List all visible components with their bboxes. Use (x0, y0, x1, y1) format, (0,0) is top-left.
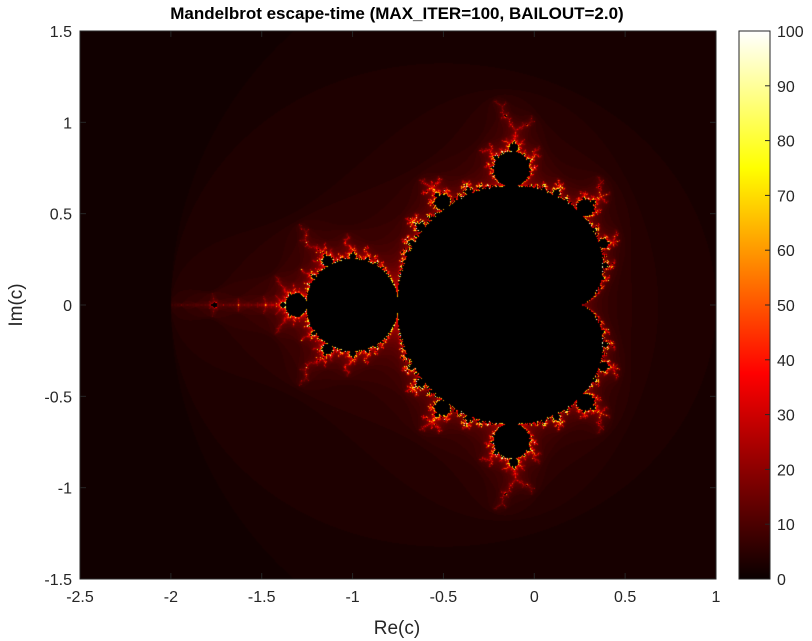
colorbar-tick-label: 70 (777, 188, 795, 205)
colorbar-tick-label: 100 (777, 24, 804, 41)
y-tick-label: 1.5 (50, 24, 72, 41)
x-tick-label: 1 (712, 589, 721, 606)
x-tick-label: -0.5 (430, 589, 458, 606)
colorbar-tick-label: 20 (777, 462, 795, 479)
y-axis: -1.5 -1 -0.5 0 0.5 1 1.5 (44, 24, 716, 589)
colorbar-tick-label: 30 (777, 408, 795, 425)
colorbar-tick-label: 80 (777, 134, 795, 151)
colorbar-tick-label: 10 (777, 517, 795, 534)
x-tick-label: 0 (530, 589, 539, 606)
fractal-heatmap-image (80, 31, 716, 579)
colorbar-tick-label: 90 (777, 79, 795, 96)
colorbar-gradient (739, 31, 770, 579)
y-axis-label: Im(c) (6, 283, 27, 326)
x-tick-label: 0.5 (614, 589, 636, 606)
colorbar-tick-label: 50 (777, 298, 795, 315)
x-tick-label: -1 (345, 589, 359, 606)
y-tick-label: 0.5 (50, 207, 72, 224)
colorbar-tick-label: 0 (777, 572, 786, 589)
colorbar-tick-label: 40 (777, 353, 795, 370)
colorbar-tick-label: 60 (777, 243, 795, 260)
plot-area (79, 30, 717, 580)
y-tick-label: -1 (58, 481, 72, 498)
colorbar-axis: 0 10 20 30 40 50 60 70 80 90 100 (765, 24, 804, 589)
x-tick-label: -2 (164, 589, 178, 606)
x-tick-label: -1.5 (248, 589, 276, 606)
x-axis-label: Re(c) (374, 618, 420, 639)
chart-title: Mandelbrot escape-time (MAX_ITER=100, BA… (170, 4, 623, 23)
x-axis: -2.5 -2 -1.5 -1 -0.5 0 0.5 1 (66, 31, 721, 606)
x-tick-label: -2.5 (66, 589, 94, 606)
y-tick-label: -0.5 (44, 389, 72, 406)
y-tick-label: 0 (63, 298, 72, 315)
y-tick-label: -1.5 (44, 572, 72, 589)
colorbar: 0 10 20 30 40 50 60 70 80 90 100 (738, 24, 804, 589)
y-tick-label: 1 (63, 115, 72, 132)
